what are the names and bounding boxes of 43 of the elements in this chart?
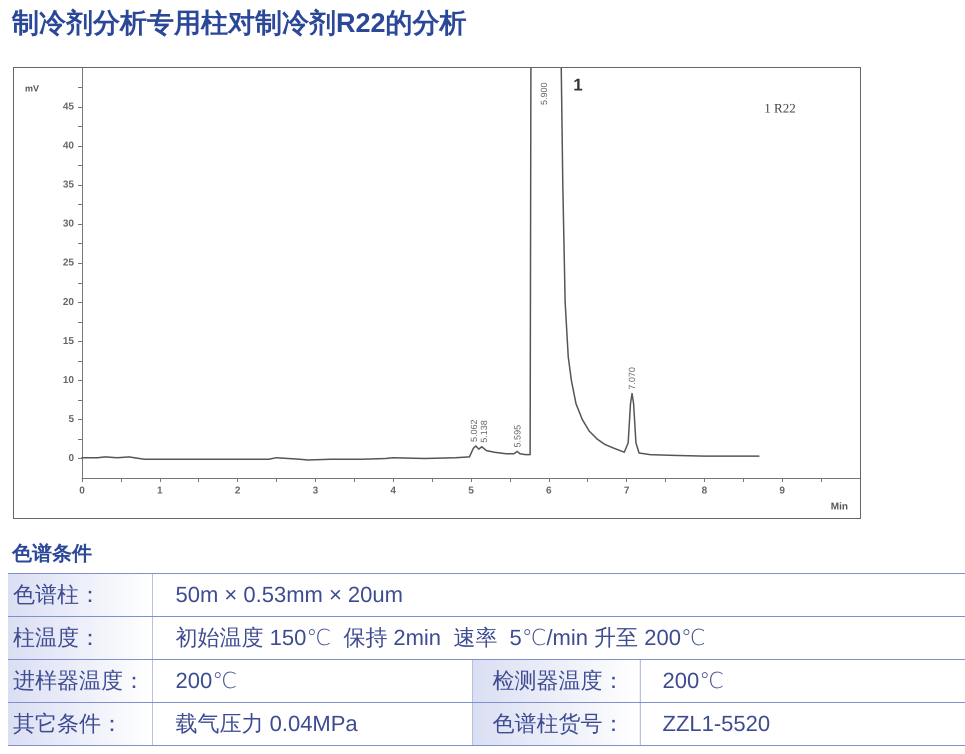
- y-tick-label: 5: [68, 414, 74, 425]
- y-tick-label: 30: [62, 218, 74, 230]
- text: ZZL1-5520: [640, 702, 965, 746]
- annotation: 7.070: [627, 367, 638, 390]
- x-tick-label: 3: [312, 486, 319, 496]
- x-tick-label: 6: [546, 486, 552, 496]
- text: 色谱条件: [12, 542, 92, 567]
- text: 200℃: [152, 660, 472, 702]
- annotation: 1: [573, 76, 583, 94]
- x-axis-title: Min: [830, 502, 848, 512]
- text: 初始温度 150℃ 保持 2min 速率 5℃/min 升至 200℃: [152, 616, 965, 660]
- text: 色谱柱：: [8, 574, 152, 616]
- text: 检测器温度：: [472, 660, 640, 702]
- annotation: 5.062: [468, 419, 479, 442]
- text: 200℃: [640, 660, 965, 702]
- text: 色谱柱货号：: [472, 702, 640, 746]
- chart-title: 制冷剂分析专用柱对制冷剂R22的分析: [12, 7, 467, 40]
- text: 50m × 0.53mm × 20um: [152, 574, 965, 616]
- y-tick-label: 25: [62, 258, 74, 269]
- x-tick-label: 0: [79, 486, 86, 496]
- y-tick-label: 0: [68, 452, 74, 464]
- annotation: 1 R22: [764, 100, 796, 116]
- x-tick-label: 7: [624, 486, 630, 496]
- y-tick-label: 40: [62, 140, 74, 152]
- y-tick-label: 35: [62, 180, 74, 191]
- x-tick-label: 4: [390, 486, 396, 496]
- y-axis-title: mV: [25, 84, 40, 94]
- annotation: 5.595: [512, 424, 522, 448]
- y-tick-label: 45: [62, 102, 74, 113]
- x-tick-label: 8: [702, 486, 708, 496]
- y-tick-label: 10: [62, 374, 74, 386]
- y-tick-label: 15: [62, 336, 74, 347]
- x-tick-label: 2: [234, 486, 241, 496]
- annotation: 5.900: [539, 82, 549, 105]
- x-tick-label: 9: [779, 486, 786, 496]
- text: 载气压力 0.04MPa: [152, 702, 472, 746]
- text: 柱温度：: [8, 616, 152, 660]
- annotation: 5.138: [478, 420, 489, 443]
- text: 其它条件：: [8, 702, 152, 746]
- text: 进样器温度：: [8, 660, 152, 702]
- y-tick-label: 20: [62, 296, 74, 308]
- x-tick-label: 1: [157, 486, 164, 496]
- x-tick-label: 5: [468, 486, 474, 496]
